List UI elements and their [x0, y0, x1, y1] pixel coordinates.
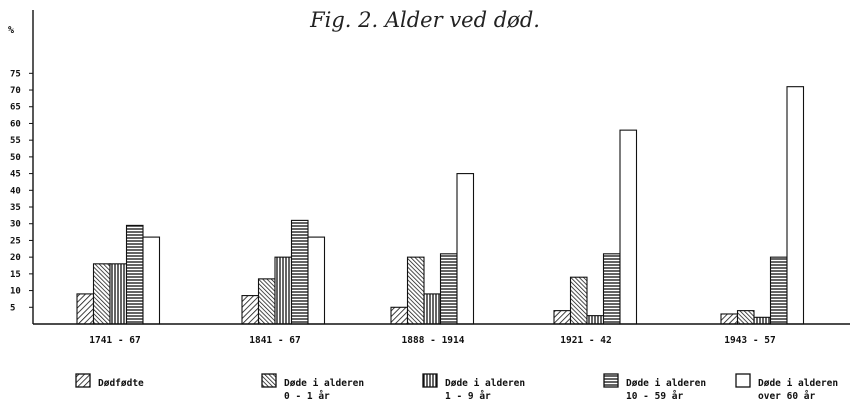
bar: [290, 219, 309, 325]
y-tick-label: 10: [10, 287, 21, 297]
y-tick-label: 5: [10, 303, 15, 313]
x-tick-label: 1921 - 42: [560, 335, 611, 346]
legend-label: 1 - 9 år: [445, 391, 491, 402]
bar: [619, 129, 638, 325]
x-axis-labels: 1741 - 67 1841 - 67 1888 - 1914 1921 - 42 19…: [89, 335, 775, 346]
bar: [76, 293, 95, 325]
bar: [586, 315, 605, 325]
legend-label: 0 - 1 år: [284, 391, 330, 402]
y-tick-label: 45: [10, 170, 21, 180]
bar: [241, 295, 260, 325]
legend-swatch: [735, 373, 751, 388]
chart-title: Fig. 2. Alder ved død.: [309, 8, 540, 32]
bar: [602, 253, 621, 325]
y-tick-label: 15: [10, 270, 21, 280]
bar: [736, 310, 755, 325]
bar: [753, 316, 772, 325]
x-tick-label: 1888 - 1914: [402, 335, 465, 346]
bar: [406, 256, 425, 325]
x-tick-label: 1741 - 67: [89, 335, 140, 346]
legend-swatch: [603, 373, 619, 388]
legend-swatch: [75, 373, 91, 388]
legend-label: Dødfødte: [98, 378, 144, 389]
bar: [307, 236, 326, 325]
y-axis-ticks: 5 10 15 20 25 30 35 40 45 50 55 60 65 70 75: [10, 69, 33, 313]
bar: [92, 263, 111, 325]
legend-swatch: [422, 373, 438, 388]
bar: [569, 276, 588, 325]
bar: [274, 256, 293, 325]
legend-swatch: [261, 373, 277, 388]
y-tick-label: 35: [10, 203, 21, 213]
legend-label: Døde i alderen: [758, 378, 838, 389]
bar: [456, 173, 475, 325]
y-tick-label: 70: [10, 86, 21, 96]
y-tick-label: 25: [10, 236, 21, 246]
bars: [76, 86, 805, 325]
legend: Dødfødte Døde i alderen 0 - 1 år Døde i ald…: [75, 373, 838, 402]
y-unit-label: %: [8, 25, 14, 36]
y-tick-label: 20: [10, 253, 21, 263]
bar: [109, 263, 128, 325]
bar: [786, 86, 805, 325]
bar: [390, 306, 409, 325]
bar: [769, 256, 788, 325]
y-tick-label: 30: [10, 220, 21, 230]
y-tick-label: 65: [10, 103, 21, 113]
legend-label: Døde i alderen: [284, 378, 364, 389]
y-tick-label: 40: [10, 186, 21, 196]
bar: [125, 224, 144, 325]
bar: [423, 293, 442, 325]
bar: [553, 310, 572, 325]
legend-label: over 60 år: [758, 391, 815, 402]
x-tick-label: 1841 - 67: [249, 335, 300, 346]
bar: [720, 313, 739, 325]
bar: [142, 236, 161, 325]
y-tick-label: 50: [10, 153, 21, 163]
y-tick-label: 75: [10, 69, 21, 79]
y-tick-label: 60: [10, 119, 21, 129]
legend-label: Døde i alderen: [445, 378, 525, 389]
x-tick-label: 1943 - 57: [724, 335, 775, 346]
legend-label: 10 - 59 år: [626, 391, 683, 402]
legend-label: Døde i alderen: [626, 378, 706, 389]
bar: [439, 253, 458, 325]
bar: [257, 278, 276, 325]
y-tick-label: 55: [10, 136, 21, 146]
